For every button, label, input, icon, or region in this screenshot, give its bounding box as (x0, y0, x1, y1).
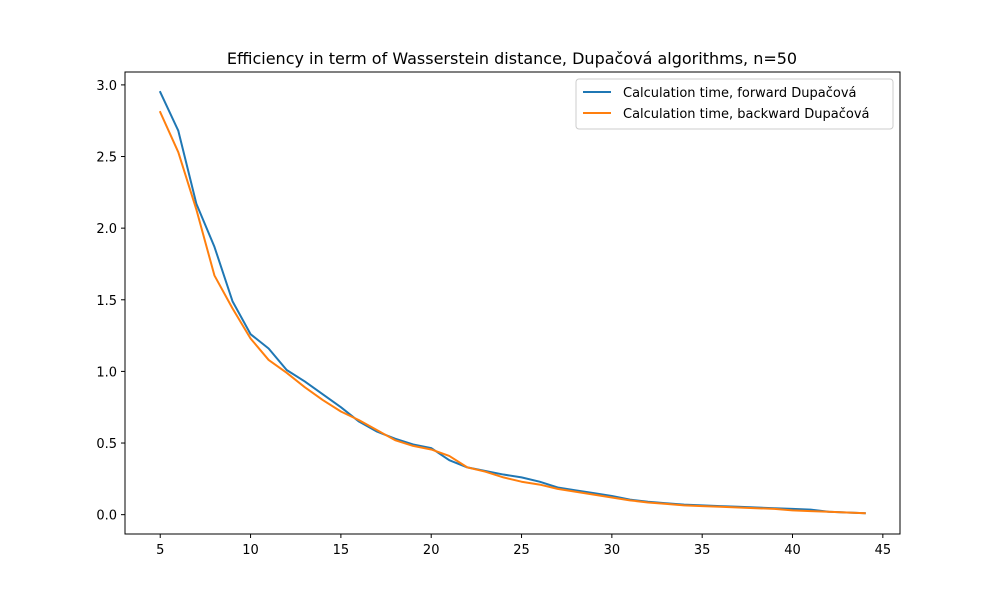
legend-box (575, 78, 894, 130)
x-tick-label: 15 (333, 543, 350, 558)
x-tick-label: 25 (513, 543, 530, 558)
y-tick-label: 0.0 (96, 509, 117, 524)
x-tick-label: 30 (604, 543, 621, 558)
x-tick-label: 5 (156, 543, 164, 558)
legend: Calculation time, forward Dupačová Calcul… (575, 78, 894, 130)
series-line-1 (158, 90, 866, 515)
y-tick-label: 2.0 (96, 222, 117, 237)
series-line-2 (158, 110, 866, 515)
axes-frame (124, 71, 901, 535)
x-tick-label: 20 (423, 543, 440, 558)
y-tick-label: 3.0 (96, 79, 117, 94)
chart-title: Efficiency in term of Wasserstein distan… (227, 49, 797, 68)
x-tick-label: 10 (242, 543, 259, 558)
y-tick-label: 1.0 (96, 365, 117, 380)
x-tick-label: 45 (875, 543, 892, 558)
legend-label-1: Calculation time, forward Dupačová (623, 86, 857, 101)
x-tick-label: 40 (784, 543, 801, 558)
y-tick-label: 1.5 (96, 294, 117, 309)
y-tick-label: 0.5 (96, 437, 117, 452)
x-tick-label: 35 (694, 543, 711, 558)
y-tick-label: 2.5 (96, 151, 117, 166)
plot-area (158, 90, 866, 515)
axes: 5 10 15 20 25 30 35 40 45 0.0 0.5 1.0 1.5 2.0 2.5 3.0 (96, 71, 901, 558)
legend-label-2: Calculation time, backward Dupačová (623, 107, 870, 122)
